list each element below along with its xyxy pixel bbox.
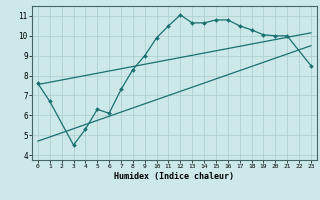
X-axis label: Humidex (Indice chaleur): Humidex (Indice chaleur): [115, 172, 234, 181]
